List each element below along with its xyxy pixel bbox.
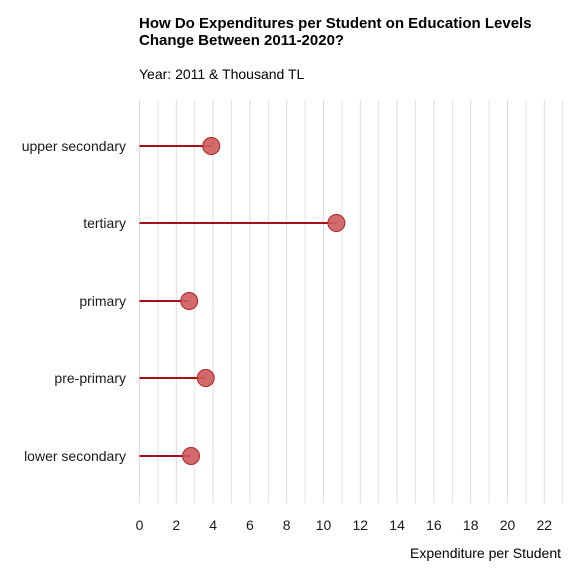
x-tick-label: 8	[283, 517, 291, 533]
category-label: tertiary	[83, 215, 126, 231]
data-point	[196, 369, 215, 387]
x-tick-label: 20	[500, 517, 516, 533]
x-axis-title: Expenditure per Student	[410, 545, 561, 561]
x-tick-label: 6	[246, 517, 254, 533]
x-tick-label: 16	[426, 517, 442, 533]
data-point	[202, 137, 221, 155]
x-tick-label: 10	[316, 517, 332, 533]
x-tick-labels: 0 2 4 6 8 10 12 14 16 18 20 22	[136, 517, 553, 533]
stems	[139, 145, 337, 457]
data-point	[182, 447, 201, 465]
x-tick-label: 2	[172, 517, 180, 533]
category-label: lower secondary	[24, 448, 126, 464]
x-tick-label: 18	[463, 517, 479, 533]
category-labels: upper secondary tertiary primary pre-primar…	[22, 138, 126, 464]
grid-lines	[139, 100, 564, 503]
x-tick-label: 12	[353, 517, 369, 533]
category-label: primary	[79, 293, 126, 309]
data-point	[327, 214, 346, 232]
chart-title: How Do Expenditures per Student on Educa…	[139, 15, 532, 49]
x-tick-label: 14	[389, 517, 405, 533]
points	[180, 137, 346, 465]
x-tick-label: 22	[537, 517, 553, 533]
category-label: upper secondary	[22, 138, 126, 154]
x-tick-label: 0	[136, 517, 144, 533]
x-tick-label: 4	[209, 517, 217, 533]
data-point	[180, 292, 199, 310]
category-label: pre-primary	[54, 370, 126, 386]
chart-subtitle: Year: 2011 & Thousand TL	[139, 66, 305, 82]
